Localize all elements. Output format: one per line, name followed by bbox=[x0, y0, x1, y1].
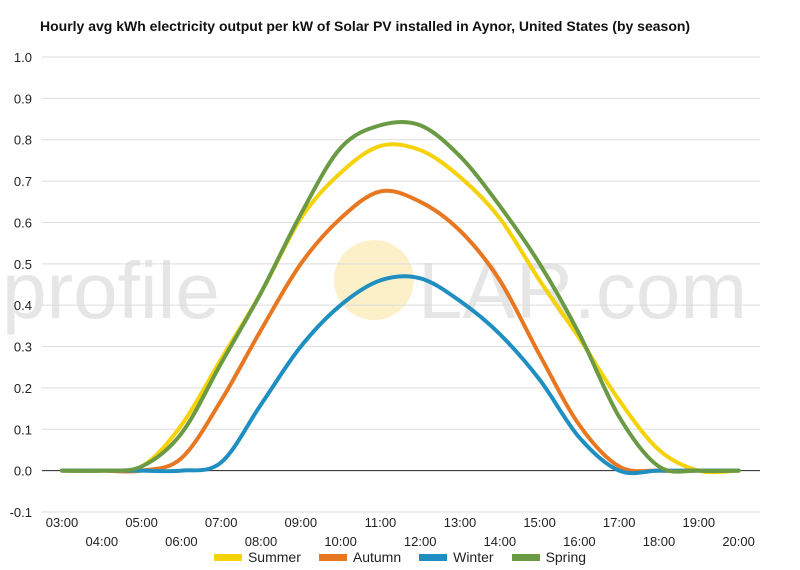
y-tick-label: 0.4 bbox=[14, 298, 32, 313]
legend-swatch bbox=[213, 553, 242, 561]
x-tick-label: 13:00 bbox=[444, 515, 477, 530]
legend-swatch bbox=[318, 553, 347, 561]
x-tick-label: 09:00 bbox=[285, 515, 318, 530]
x-tick-label: 04:00 bbox=[86, 534, 119, 549]
x-tick-label: 05:00 bbox=[125, 515, 158, 530]
legend-item-autumn[interactable]: Autumn bbox=[318, 549, 402, 565]
y-tick-label: 0.8 bbox=[14, 133, 32, 148]
legend-item-winter[interactable]: Winter bbox=[419, 549, 494, 565]
y-tick-label: -0.1 bbox=[10, 505, 32, 520]
x-tick-label: 11:00 bbox=[365, 515, 397, 530]
x-tick-label: 12:00 bbox=[404, 534, 437, 549]
series-line-winter bbox=[60, 274, 741, 476]
y-tick-label: 0.7 bbox=[14, 174, 32, 189]
series-line-summer bbox=[60, 142, 741, 475]
x-tick-label: 16:00 bbox=[563, 534, 596, 549]
legend-label: Summer bbox=[247, 549, 301, 565]
watermark-text-left: profile bbox=[2, 246, 220, 335]
x-tick-label: 18:00 bbox=[643, 534, 676, 549]
x-tick-label: 17:00 bbox=[603, 515, 636, 530]
chart-legend: Summer Autumn Winter Spring bbox=[0, 549, 800, 565]
watermark-sun-icon bbox=[334, 240, 414, 320]
x-tick-label: 06:00 bbox=[165, 534, 198, 549]
chart-title: Hourly avg kWh electricity output per kW… bbox=[40, 18, 691, 34]
y-tick-label: 0.0 bbox=[14, 464, 32, 479]
x-tick-label: 08:00 bbox=[245, 534, 278, 549]
x-tick-label: 07:00 bbox=[205, 515, 238, 530]
legend-label: Spring bbox=[545, 549, 587, 565]
legend-item-spring[interactable]: Spring bbox=[511, 549, 587, 565]
x-tick-label: 03:00 bbox=[46, 515, 79, 530]
y-tick-label: 0.2 bbox=[14, 381, 32, 396]
x-tick-label: 19:00 bbox=[683, 515, 716, 530]
x-tick-label: 15:00 bbox=[523, 515, 556, 530]
legend-swatch bbox=[419, 553, 448, 561]
legend-item-summer[interactable]: Summer bbox=[213, 549, 301, 565]
legend-swatch bbox=[511, 553, 540, 561]
legend-label: Winter bbox=[453, 549, 494, 565]
x-tick-label: 20:00 bbox=[722, 534, 755, 549]
x-tick-label: 10:00 bbox=[324, 534, 357, 549]
y-tick-label: 1.0 bbox=[14, 50, 32, 65]
watermark-text-right: LAR.com bbox=[418, 246, 747, 335]
x-tick-label: 14:00 bbox=[484, 534, 517, 549]
y-tick-label: 0.3 bbox=[14, 340, 32, 355]
series-line-spring bbox=[60, 119, 741, 474]
y-tick-label: 0.6 bbox=[14, 215, 32, 230]
y-tick-label: 0.1 bbox=[14, 422, 32, 437]
series-line-autumn bbox=[60, 188, 741, 474]
y-tick-label: 0.9 bbox=[14, 91, 32, 106]
y-tick-label: 0.5 bbox=[14, 257, 32, 272]
legend-label: Autumn bbox=[352, 549, 402, 565]
